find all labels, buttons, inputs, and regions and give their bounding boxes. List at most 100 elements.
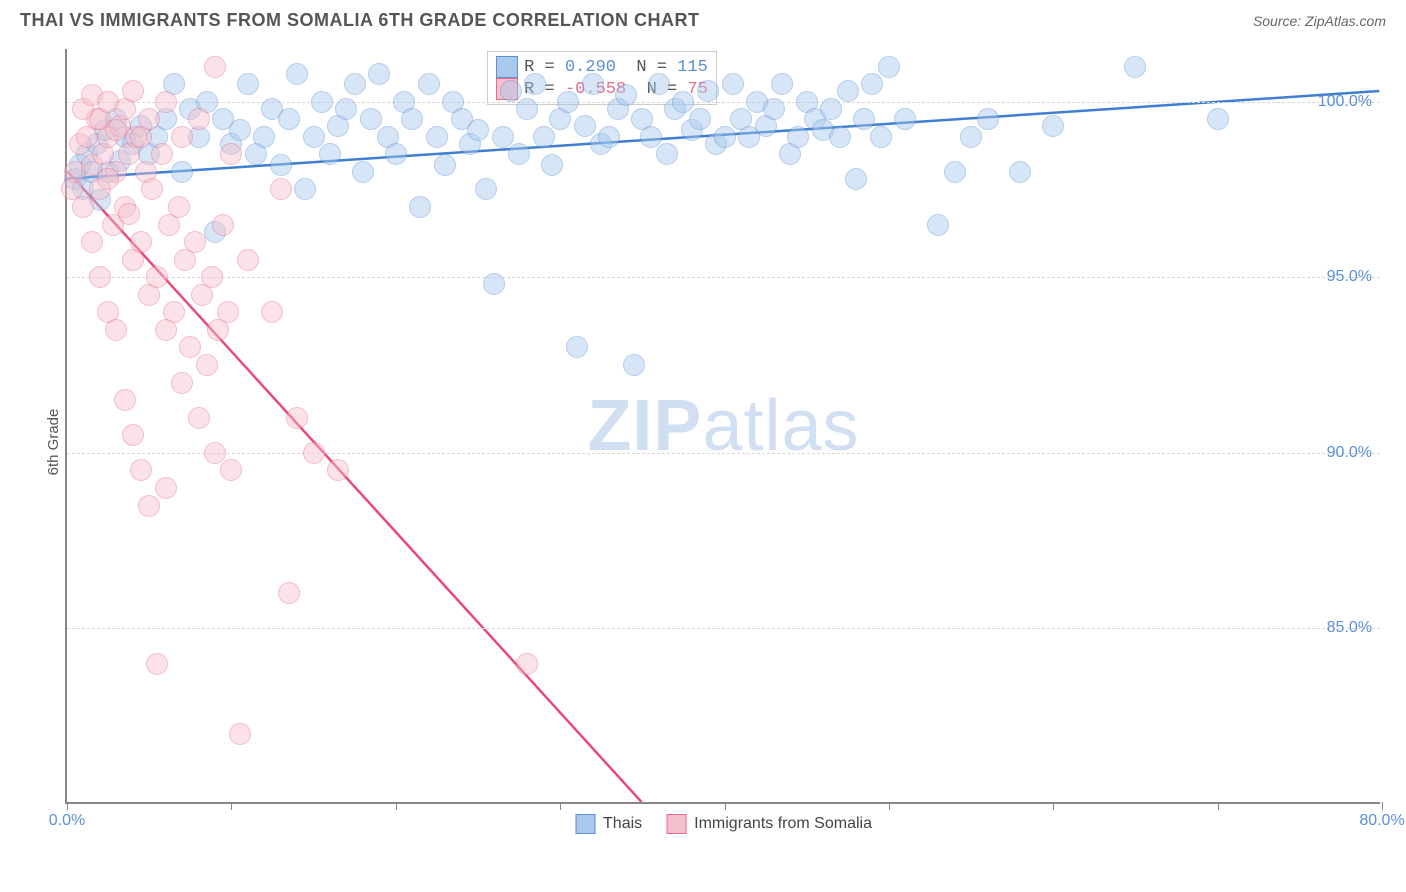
data-point <box>977 108 999 130</box>
data-point <box>714 126 736 148</box>
data-point <box>722 73 744 95</box>
data-point <box>122 424 144 446</box>
data-point <box>689 108 711 130</box>
data-point <box>820 98 842 120</box>
data-point <box>163 301 185 323</box>
data-point <box>196 354 218 376</box>
data-point <box>89 266 111 288</box>
data-point <box>201 266 223 288</box>
data-point <box>492 126 514 148</box>
data-point <box>278 582 300 604</box>
data-point <box>184 231 206 253</box>
data-point <box>311 91 333 113</box>
data-point <box>253 126 275 148</box>
data-point <box>229 723 251 745</box>
y-tick-label: 95.0% <box>1327 268 1372 286</box>
data-point <box>771 73 793 95</box>
data-point <box>335 98 357 120</box>
x-tick <box>396 802 397 810</box>
data-point <box>118 203 140 225</box>
data-point <box>640 126 662 148</box>
data-point <box>146 653 168 675</box>
data-point <box>533 126 555 148</box>
data-point <box>229 119 251 141</box>
data-point <box>516 653 538 675</box>
data-point <box>656 143 678 165</box>
data-point <box>141 178 163 200</box>
data-point <box>171 126 193 148</box>
legend-item: Immigrants from Somalia <box>666 814 872 834</box>
data-point <box>270 178 292 200</box>
data-point <box>541 154 563 176</box>
data-point <box>623 354 645 376</box>
data-point <box>217 301 239 323</box>
data-point <box>151 143 173 165</box>
data-point <box>944 161 966 183</box>
series-legend: ThaisImmigrants from Somalia <box>575 814 872 834</box>
data-point <box>81 231 103 253</box>
data-point <box>171 372 193 394</box>
source-label: Source: ZipAtlas.com <box>1253 13 1386 29</box>
data-point <box>130 231 152 253</box>
data-point <box>179 336 201 358</box>
data-point <box>500 80 522 102</box>
data-point <box>261 301 283 323</box>
legend-swatch <box>666 814 686 834</box>
x-tick-label: 0.0% <box>49 812 85 830</box>
data-point <box>1207 108 1229 130</box>
data-point <box>648 73 670 95</box>
data-point <box>516 98 538 120</box>
data-point <box>72 196 94 218</box>
data-point <box>303 126 325 148</box>
data-point <box>168 196 190 218</box>
data-point <box>138 108 160 130</box>
data-point <box>1042 115 1064 137</box>
y-axis-label: 6th Grade <box>45 408 62 475</box>
watermark: ZIPatlas <box>587 385 859 467</box>
data-point <box>204 56 226 78</box>
data-point <box>286 407 308 429</box>
data-point <box>434 154 456 176</box>
data-point <box>927 214 949 236</box>
data-point <box>878 56 900 78</box>
x-tick <box>560 802 561 810</box>
data-point <box>467 119 489 141</box>
data-point <box>220 459 242 481</box>
x-tick <box>1218 802 1219 810</box>
data-point <box>409 196 431 218</box>
data-point <box>1124 56 1146 78</box>
data-point <box>385 143 407 165</box>
chart-container: 6th Grade ZIPatlas R = 0.290 N = 115R = … <box>20 39 1386 844</box>
data-point <box>483 273 505 295</box>
data-point <box>270 154 292 176</box>
chart-title: THAI VS IMMIGRANTS FROM SOMALIA 6TH GRAD… <box>20 10 699 31</box>
legend-stat-text: R = 0.290 N = 115 <box>524 58 708 77</box>
data-point <box>426 126 448 148</box>
data-point <box>566 336 588 358</box>
x-tick <box>889 802 890 810</box>
x-tick <box>231 802 232 810</box>
data-point <box>327 459 349 481</box>
data-point <box>138 495 160 517</box>
data-point <box>155 91 177 113</box>
x-tick <box>725 802 726 810</box>
data-point <box>418 73 440 95</box>
legend-label: Immigrants from Somalia <box>694 815 872 833</box>
x-tick <box>1053 802 1054 810</box>
data-point <box>697 80 719 102</box>
data-point <box>278 108 300 130</box>
data-point <box>188 407 210 429</box>
data-point <box>763 98 785 120</box>
data-point <box>787 126 809 148</box>
data-point <box>870 126 892 148</box>
data-point <box>204 442 226 464</box>
data-point <box>837 80 859 102</box>
data-point <box>582 73 604 95</box>
data-point <box>475 178 497 200</box>
x-tick-label: 80.0% <box>1359 812 1404 830</box>
legend-swatch <box>575 814 595 834</box>
data-point <box>352 161 374 183</box>
data-point <box>344 73 366 95</box>
data-point <box>861 73 883 95</box>
data-point <box>114 389 136 411</box>
